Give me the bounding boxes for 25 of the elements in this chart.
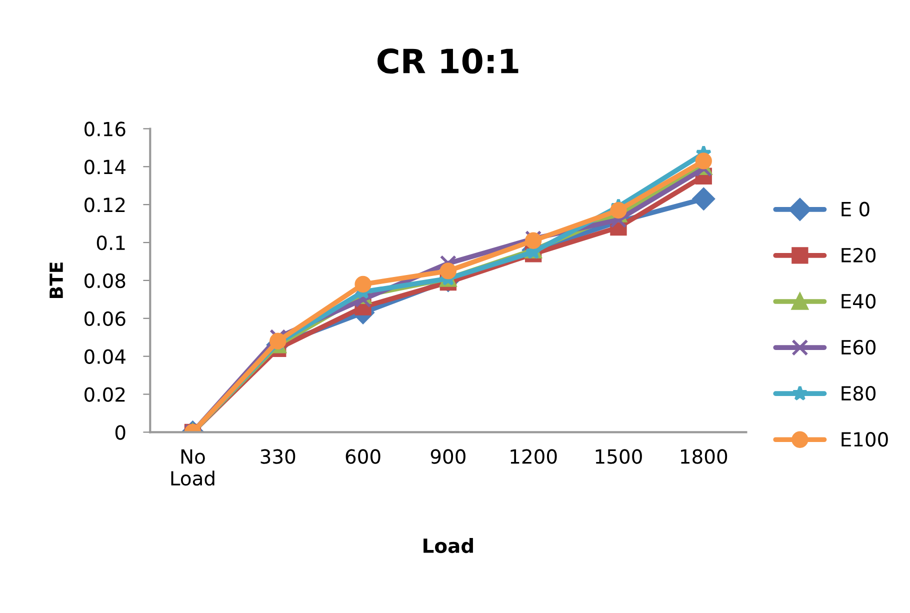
x-tick-label: 600 xyxy=(346,449,380,464)
x-tick-label: 1500 xyxy=(596,449,642,464)
x-axis-title: Load xyxy=(424,538,473,554)
y-tick-label: 0.14 xyxy=(84,160,126,174)
y-axis-title: BTE xyxy=(50,262,63,298)
y-tick-label: 0 xyxy=(115,425,126,440)
y-tick-label: 0.02 xyxy=(84,387,125,402)
y-tick-label: 0.08 xyxy=(84,273,126,288)
y-tick-label: 0.16 xyxy=(84,122,126,136)
legend-label: E60 xyxy=(842,340,876,355)
x-tick-label: 1200 xyxy=(510,449,557,464)
y-tick-label: 0.12 xyxy=(84,198,125,212)
legend-label: E80 xyxy=(842,386,876,401)
chart-title: CR 10:1 xyxy=(378,48,518,74)
legend-label: E100 xyxy=(842,432,888,447)
x-tick-label: No Load xyxy=(171,449,214,486)
y-tick-label: 0.04 xyxy=(84,349,126,364)
y-tick-label: 0.1 xyxy=(96,235,125,250)
x-tick-label: 1800 xyxy=(681,449,728,464)
legend-label: E20 xyxy=(842,248,876,263)
x-tick-label: 900 xyxy=(430,449,466,464)
y-tick-label: 0.06 xyxy=(84,311,126,326)
x-tick-label: 330 xyxy=(260,449,296,464)
legend-label: E 0 xyxy=(842,202,870,217)
legend-label: E40 xyxy=(842,294,876,309)
